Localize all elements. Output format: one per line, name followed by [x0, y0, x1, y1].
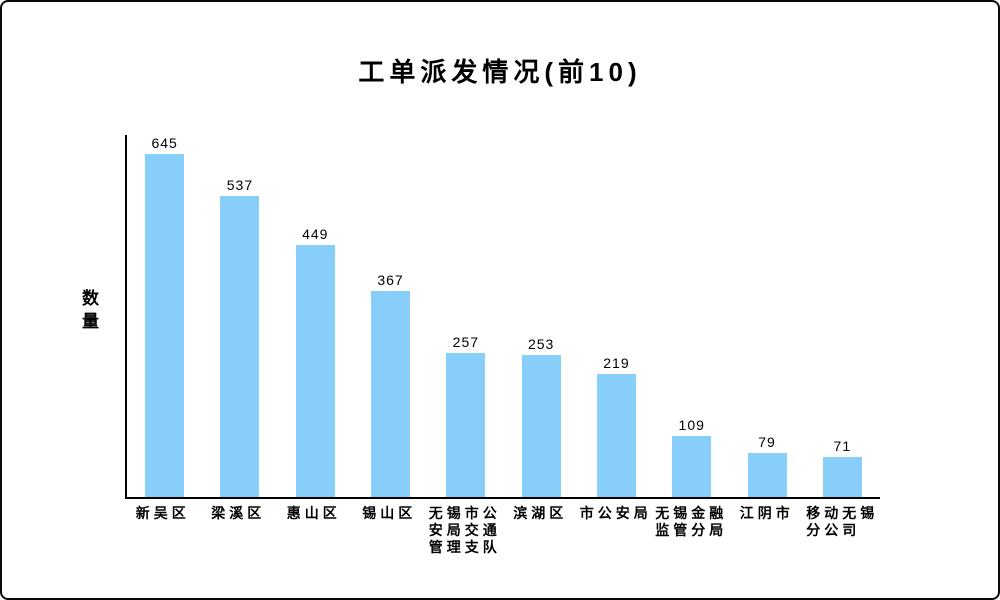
- x-axis-label: 江阴市: [739, 505, 794, 521]
- y-axis-label: 数 量: [82, 289, 99, 331]
- bar-group: 537: [202, 135, 277, 497]
- bar-group: 367: [353, 135, 428, 497]
- x-axis-label-cell: 新吴区: [125, 505, 201, 522]
- x-axis-labels: 新吴区 梁溪区 惠山区 锡山区 无锡市公 安局交通 管理支队 滨湖区 市公安局 无锡金融 监管…: [125, 505, 880, 555]
- bar-value-label: 79: [758, 434, 776, 450]
- bar: [747, 453, 787, 497]
- x-axis-label-cell: 无锡金融 监管分局: [654, 505, 730, 539]
- bar-value-label: 645: [151, 135, 178, 151]
- bar-value-label: 71: [833, 438, 852, 454]
- bar-value-label: 253: [527, 336, 555, 352]
- x-axis-label-cell: 梁溪区: [201, 505, 277, 522]
- bar-value-label: 257: [452, 334, 480, 350]
- bar-group: 645: [127, 135, 202, 497]
- x-axis-label-cell: 滨湖区: [503, 505, 579, 522]
- x-axis-label-cell: 惠山区: [276, 505, 352, 522]
- bar-group: 219: [579, 135, 654, 497]
- bar-value-label: 219: [603, 355, 630, 371]
- x-axis-label: 惠山区: [286, 505, 341, 521]
- bar: [521, 355, 561, 497]
- bar: [295, 245, 335, 497]
- bar-group: 257: [428, 135, 503, 497]
- x-axis-label: 市公安局: [579, 505, 652, 521]
- bar-series: 645 537 449 367 257 253 219 109 79 71: [127, 135, 880, 497]
- bar-group: 449: [278, 135, 353, 497]
- bar: [672, 436, 712, 497]
- x-axis-label: 新吴区: [135, 505, 190, 521]
- bar-value-label: 449: [302, 226, 329, 242]
- x-axis-label: 滨湖区: [513, 505, 568, 521]
- bar-group: 79: [729, 135, 804, 497]
- x-axis-label: 无锡金融 监管分局: [655, 505, 728, 538]
- bar: [822, 457, 862, 497]
- x-axis-label: 移动无锡 分公司: [806, 505, 879, 538]
- x-axis-label-cell: 无锡市公 安局交通 管理支队: [427, 505, 503, 555]
- bar-group: 253: [503, 135, 578, 497]
- bar: [145, 154, 185, 497]
- bar-value-label: 537: [226, 177, 254, 193]
- bar-value-label: 367: [377, 272, 404, 288]
- x-axis-label-cell: 市公安局: [578, 505, 654, 522]
- x-axis-label: 梁溪区: [211, 505, 266, 521]
- bar: [371, 291, 411, 497]
- x-axis-label: 锡山区: [362, 505, 417, 521]
- bar-group: 109: [654, 135, 729, 497]
- bar-value-label: 109: [678, 417, 705, 433]
- x-axis-label-cell: 江阴市: [729, 505, 805, 522]
- x-axis-label-cell: 锡山区: [352, 505, 428, 522]
- bar: [596, 374, 636, 497]
- bar: [220, 196, 260, 497]
- x-axis-label-cell: 移动无锡 分公司: [805, 505, 881, 539]
- chart-title: 工单派发情况(前10): [358, 57, 642, 87]
- bar-group: 71: [805, 135, 880, 497]
- bar: [446, 353, 486, 497]
- plot-area: 645 537 449 367 257 253 219 109 79 71: [125, 135, 880, 499]
- x-axis-label: 无锡市公 安局交通 管理支队: [428, 505, 501, 555]
